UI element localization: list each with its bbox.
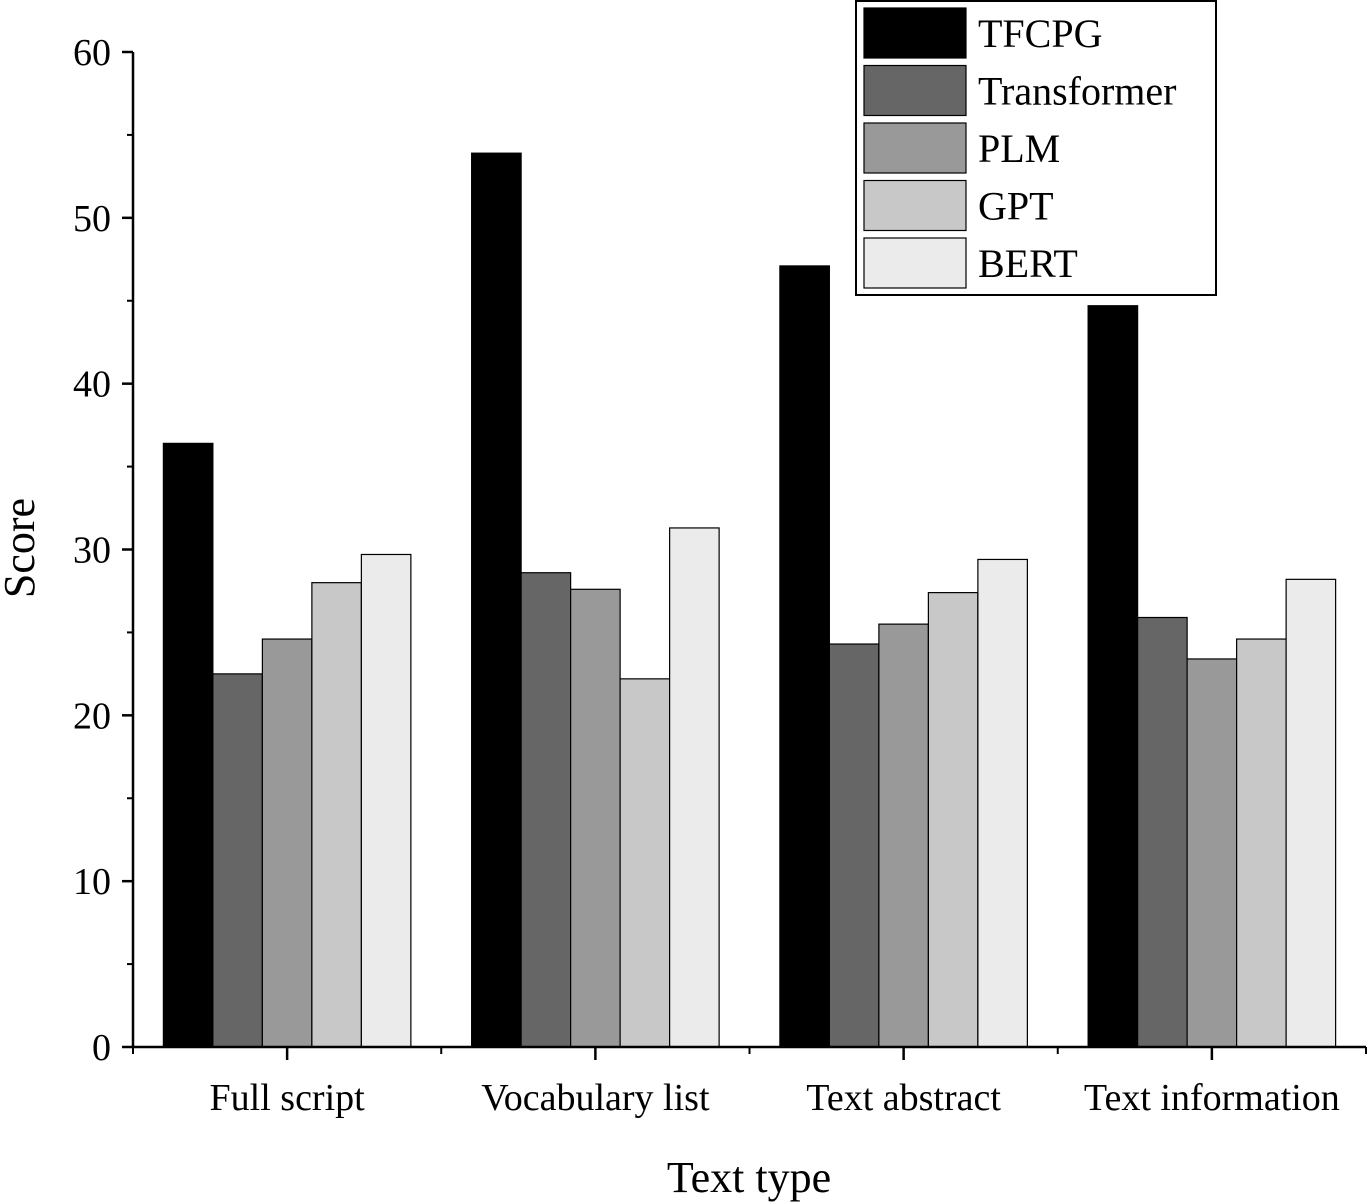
legend-label-tfcpg: TFCPG bbox=[978, 11, 1103, 56]
bar-plm-text-information bbox=[1186, 658, 1238, 1048]
x-category-label: Full script bbox=[210, 1077, 366, 1119]
legend-swatch-transformer bbox=[863, 64, 967, 117]
bar-bert-text-information bbox=[1285, 578, 1337, 1048]
legend-label-plm: PLM bbox=[978, 126, 1060, 171]
bar-transformer-vocabulary-list bbox=[520, 572, 572, 1048]
legend-swatch-tfcpg bbox=[863, 7, 967, 59]
legend-swatch-plm bbox=[863, 122, 967, 174]
bar-plm-vocabulary-list bbox=[570, 588, 621, 1048]
ticks-layer: 0 10 20 30 40 50 60 bbox=[73, 32, 1367, 1069]
bar-transformer-text-information bbox=[1137, 616, 1188, 1048]
bar-tfcpg-text-information bbox=[1087, 305, 1139, 1048]
y-tick-label: 30 bbox=[73, 530, 111, 572]
y-tick-label: 50 bbox=[73, 198, 111, 240]
y-axis-title: Score bbox=[0, 498, 44, 598]
legend-label-transformer: Transformer bbox=[978, 69, 1177, 114]
bar-tfcpg-vocabulary-list bbox=[471, 152, 522, 1048]
bar-gpt-full-script bbox=[311, 582, 362, 1048]
x-category-label: Text information bbox=[1084, 1077, 1340, 1119]
bar-plm-full-script bbox=[261, 638, 313, 1048]
bars-layer bbox=[162, 152, 1337, 1048]
bar-tfcpg-text-abstract bbox=[779, 265, 830, 1048]
bar-plm-text-abstract bbox=[878, 623, 929, 1048]
y-tick-label: 0 bbox=[92, 1027, 111, 1069]
bar-gpt-text-abstract bbox=[927, 592, 979, 1048]
category-labels: Full script Vocabulary list Text abstract T… bbox=[210, 1077, 1340, 1119]
bar-bert-full-script bbox=[360, 553, 412, 1048]
bar-gpt-text-information bbox=[1236, 638, 1287, 1048]
x-category-label: Vocabulary list bbox=[481, 1077, 710, 1119]
legend-swatch-gpt bbox=[863, 179, 967, 232]
y-tick-label: 20 bbox=[73, 695, 111, 737]
legend-label-gpt: GPT bbox=[978, 184, 1054, 229]
y-tick-label: 10 bbox=[73, 861, 111, 903]
x-axis-title: Text type bbox=[667, 1153, 831, 1202]
x-category-label: Text abstract bbox=[806, 1077, 1001, 1119]
bar-gpt-vocabulary-list bbox=[619, 678, 671, 1048]
legend-swatch-bert bbox=[863, 237, 967, 289]
legend-label-bert: BERT bbox=[978, 241, 1078, 286]
bar-transformer-text-abstract bbox=[828, 643, 880, 1048]
bar-transformer-full-script bbox=[212, 673, 263, 1048]
y-tick-label: 60 bbox=[73, 32, 111, 74]
y-tick-label: 40 bbox=[73, 364, 111, 406]
bar-tfcpg-full-script bbox=[162, 442, 214, 1048]
bar-bert-vocabulary-list bbox=[669, 527, 720, 1048]
bar-bert-text-abstract bbox=[977, 558, 1028, 1048]
legend: TFCPG Transformer PLM GPT BERT bbox=[855, 0, 1217, 296]
